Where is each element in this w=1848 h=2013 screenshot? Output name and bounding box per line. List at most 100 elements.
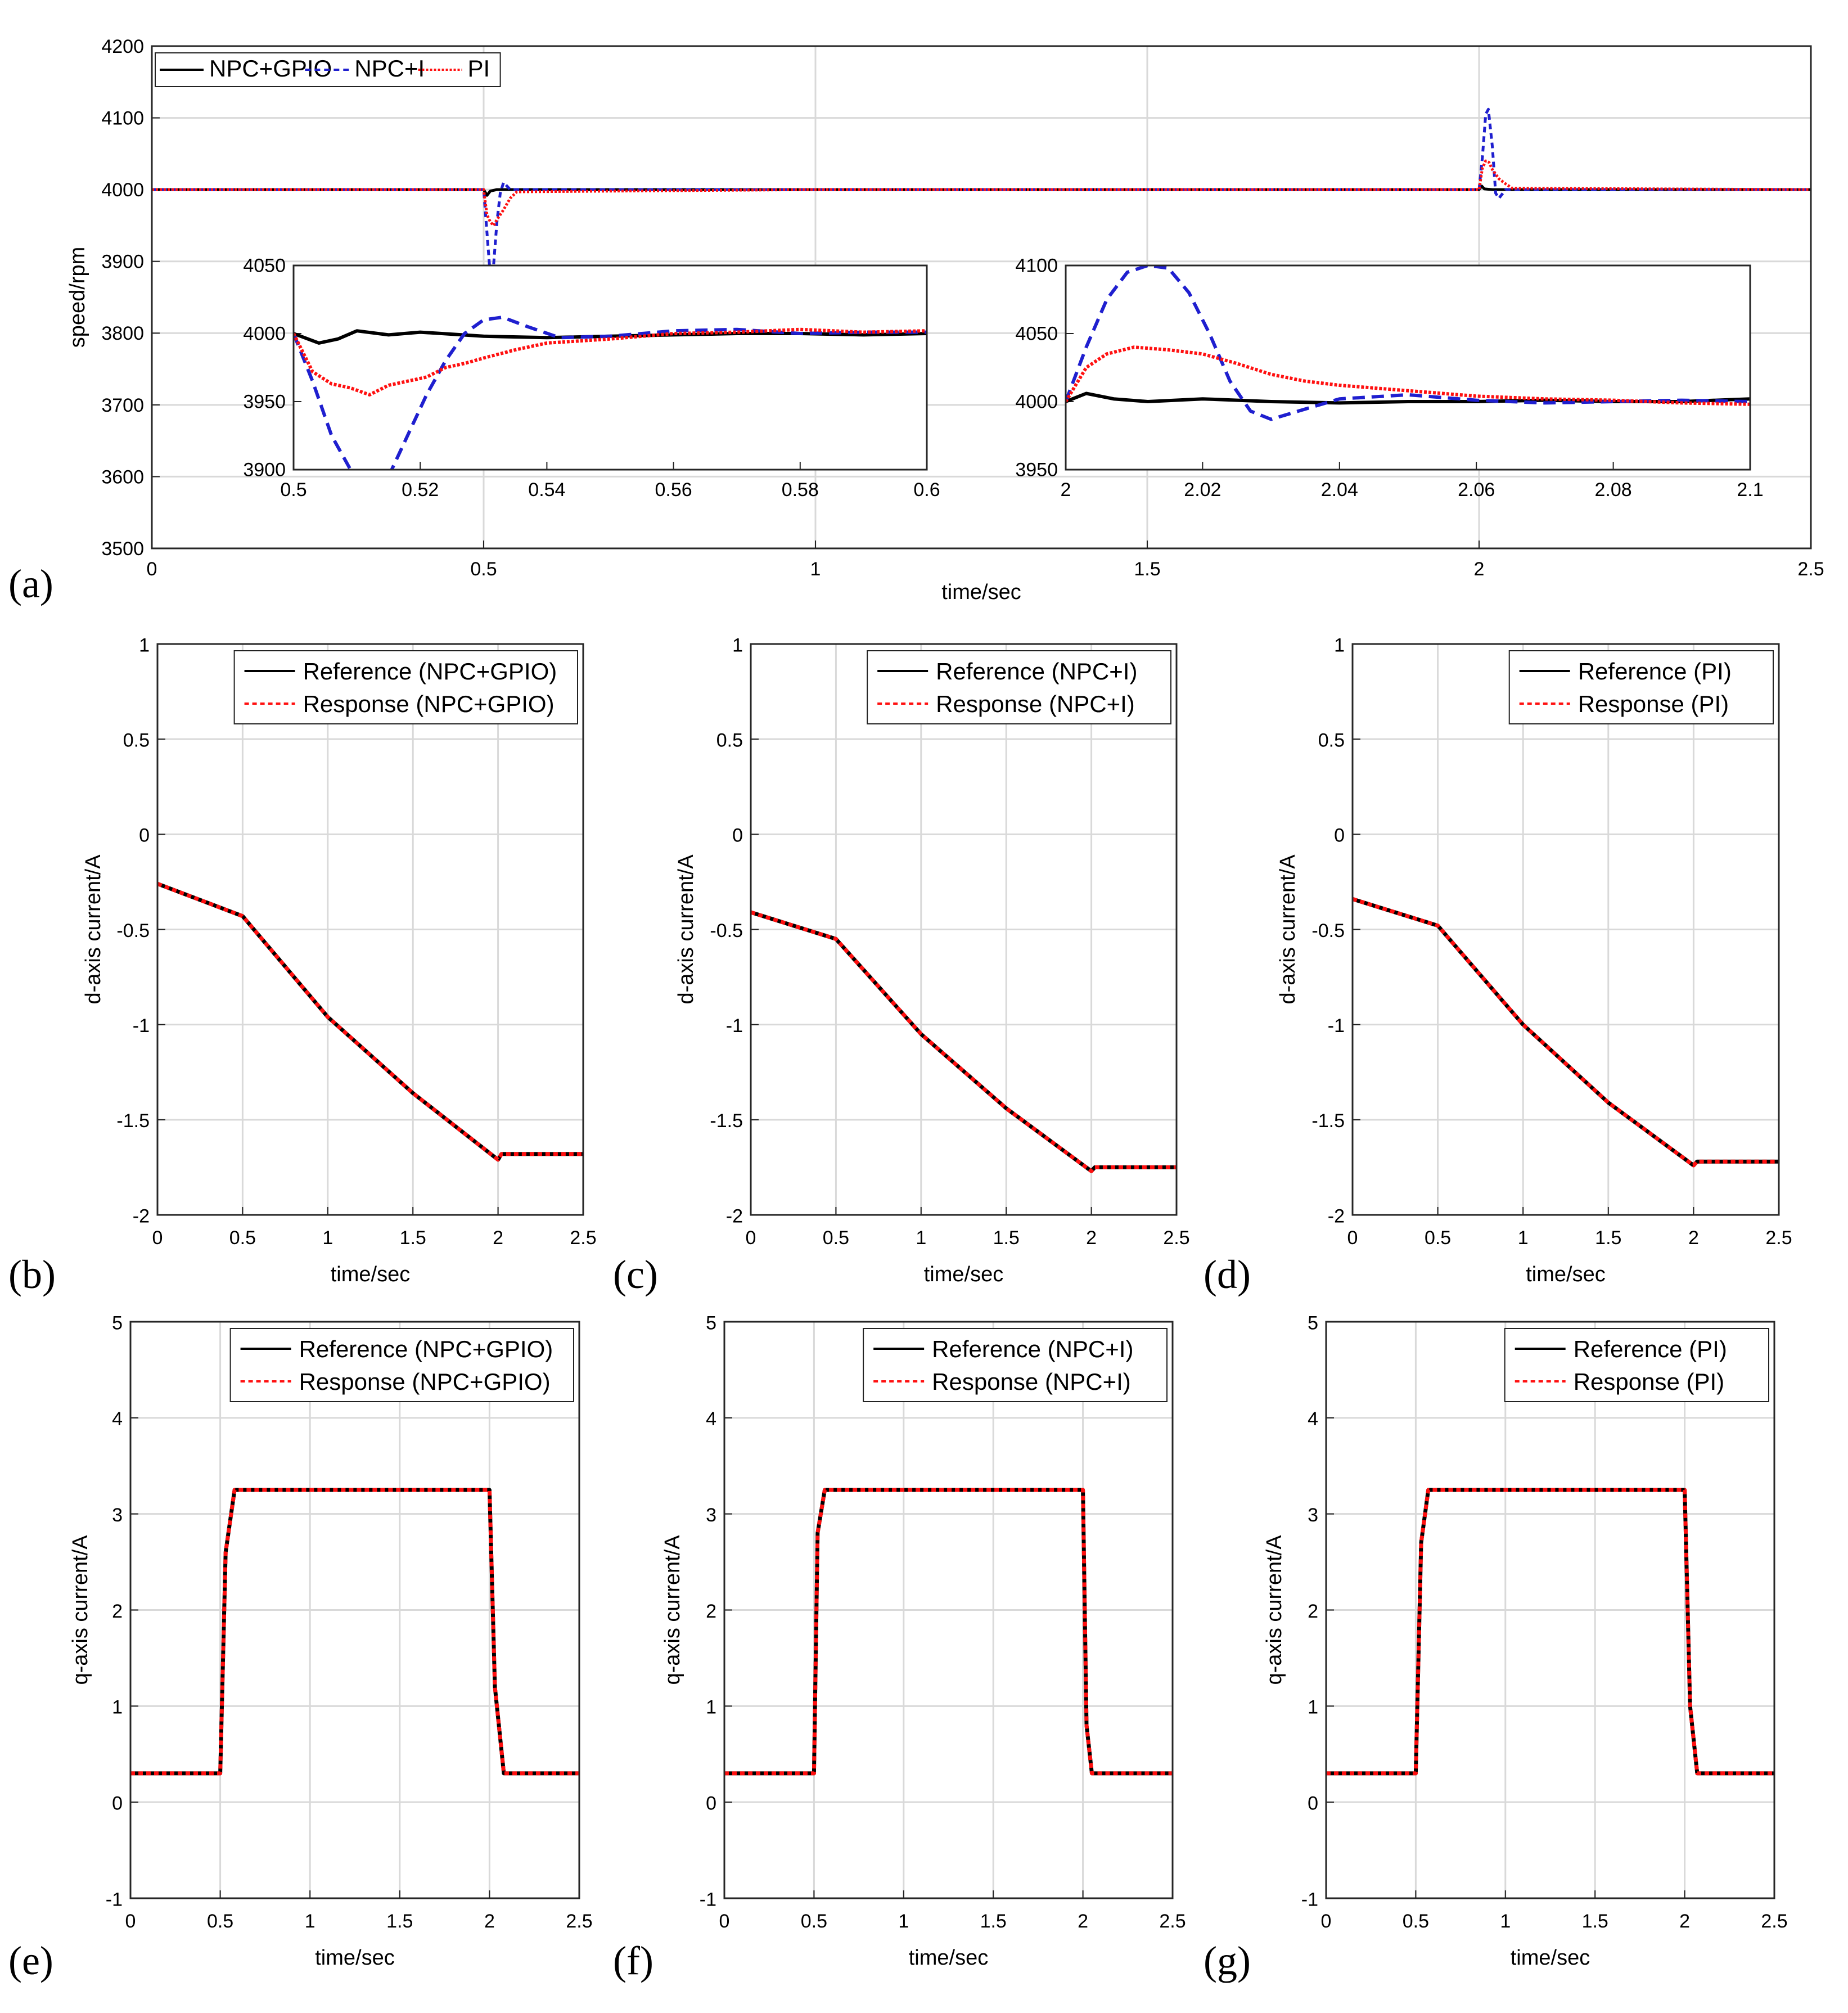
chart-e-xtick-label-2: 1	[305, 1911, 315, 1932]
chart-b-xtick-label-3: 1.5	[400, 1227, 426, 1249]
chart-c-panel-label: (c)	[613, 1252, 658, 1297]
chart-a-xtick-label-2: 1	[810, 559, 821, 580]
chart-a-ytick-label-6: 4100	[101, 107, 144, 129]
chart-a: 0 0.5 1 1.5 2 2.5 3500 3600 3700 3800 3900 4000 4100…	[8, 36, 1824, 606]
chart-d-legend-label-1: Response (PI)	[1578, 691, 1729, 717]
chart-a-inset-1-xtick-label-0: 2	[1061, 479, 1071, 501]
chart-c-legend: Reference (NPC+I) Response (NPC+I)	[867, 650, 1172, 724]
chart-f-legend: Reference (NPC+I) Response (NPC+I)	[863, 1328, 1168, 1402]
chart-a-inset-1-xtick-label-4: 2.08	[1595, 479, 1632, 501]
chart-a-inset-0-series-0-line	[294, 329, 927, 345]
chart-e-ytick-label-1: 0	[112, 1793, 123, 1814]
chart-g-xtick-label-4: 2	[1679, 1911, 1690, 1932]
chart-e-ytick-label-2: 1	[112, 1697, 123, 1718]
chart-a-panel-label: (a)	[8, 561, 53, 606]
chart-c-xtick-label-1: 0.5	[823, 1227, 849, 1249]
chart-e-xtick-label-4: 2	[484, 1911, 495, 1932]
chart-f-ytick-label-5: 4	[706, 1408, 716, 1430]
chart-a-series-2-line	[152, 159, 1811, 227]
chart-a-inset-0-xtick-label-0: 0.5	[280, 479, 307, 501]
chart-c-ylabel: d-axis current/A	[674, 854, 698, 1005]
chart-a-inset-1-xtick-label-1: 2.02	[1184, 479, 1221, 501]
chart-c-frame	[750, 643, 1178, 1216]
chart-e-ytick-label-5: 4	[112, 1408, 123, 1430]
chart-a-inset-0-frame	[292, 264, 928, 471]
chart-b-ytick-label-0: -2	[133, 1205, 150, 1227]
chart-d: 0 0.5 1 1.5 2 2.5 -2 -1.5 -1 -0.5 0 0.5 1 Reference (…	[1204, 634, 1792, 1297]
chart-d-xtick-label-5: 2.5	[1765, 1227, 1792, 1249]
chart-c-legend-label-0: Reference (NPC+I)	[936, 658, 1137, 684]
chart-b-ytick-label-5: 0.5	[123, 729, 150, 751]
chart-c-grid	[751, 644, 1177, 1215]
chart-g-frame	[1325, 1321, 1775, 1899]
chart-a-xtick-label-1: 0.5	[470, 559, 497, 580]
chart-b-ylabel: d-axis current/A	[82, 854, 105, 1005]
chart-d-ytick-label-1: -1.5	[1311, 1110, 1345, 1132]
chart-e-legend: Reference (NPC+GPIO) Response (NPC+GPIO)	[229, 1328, 575, 1402]
chart-f-xtick-label-5: 2.5	[1159, 1911, 1186, 1932]
chart-c-ytick-label-0: -2	[726, 1205, 743, 1227]
chart-e-series-1-line	[130, 1488, 579, 1776]
chart-e-legend-label-1: Response (NPC+GPIO)	[299, 1368, 551, 1395]
chart-a-ytick-label-7: 4200	[101, 36, 144, 57]
chart-f-legend-label-1: Response (NPC+I)	[932, 1368, 1131, 1395]
chart-b-legend-box	[233, 650, 579, 724]
chart-a-inset-1-plot-area	[1066, 265, 1750, 470]
chart-f-xtick-label-1: 0.5	[801, 1911, 827, 1932]
chart-f-xtick-label-0: 0	[719, 1911, 730, 1932]
chart-g-panel-label: (g)	[1204, 1938, 1251, 1983]
chart-d-ytick-label-0: -2	[1328, 1205, 1345, 1227]
chart-b-ytick-label-3: -0.5	[116, 920, 150, 942]
chart-e-xlabel: time/sec	[315, 1946, 394, 1970]
chart-a-ytick-label-5: 4000	[101, 179, 144, 201]
chart-g-xtick-label-1: 0.5	[1403, 1911, 1429, 1932]
chart-e-ytick-label-0: -1	[106, 1889, 123, 1910]
chart-b-xtick-label-4: 2	[493, 1227, 503, 1249]
chart-f-grid	[724, 1322, 1173, 1898]
chart-e-ytick-label-6: 5	[112, 1312, 123, 1334]
chart-d-ytick-label-2: -1	[1328, 1015, 1345, 1037]
chart-b-legend: Reference (NPC+GPIO) Response (NPC+GPIO)	[233, 650, 579, 724]
chart-a-inset-0-ytick-label-3: 4050	[243, 255, 286, 277]
chart-b-xtick-label-2: 1	[322, 1227, 333, 1249]
chart-a-legend-label-1: NPC+I	[354, 55, 425, 82]
chart-g-legend-label-0: Reference (PI)	[1574, 1336, 1727, 1362]
chart-b-legend-label-1: Response (NPC+GPIO)	[303, 691, 555, 717]
chart-g-legend-box	[1504, 1328, 1769, 1402]
chart-a-inset-0-ytick-label-0: 3900	[243, 460, 286, 481]
chart-b-ytick-label-6: 1	[139, 634, 150, 656]
chart-a-inset-1-ytick-label-1: 4000	[1015, 391, 1058, 413]
chart-g-ytick-label-3: 2	[1308, 1601, 1318, 1622]
chart-a-inset-1-ytick-label-0: 3950	[1015, 460, 1058, 481]
chart-a-xlabel: time/sec	[941, 580, 1021, 604]
chart-c-legend-box	[867, 650, 1172, 724]
chart-a-inset-0-ytick-label-2: 4000	[243, 323, 286, 345]
chart-g-ytick-label-2: 1	[1308, 1697, 1318, 1718]
chart-a-inset-1-xtick-label-5: 2.1	[1737, 479, 1763, 501]
chart-g-xlabel: time/sec	[1511, 1946, 1590, 1970]
chart-a-inset-1-frame	[1065, 264, 1751, 471]
chart-d-legend: Reference (PI) Response (PI)	[1508, 650, 1774, 724]
chart-a-ytick-label-4: 3900	[101, 251, 144, 273]
chart-a-xtick-label-3: 1.5	[1134, 559, 1160, 580]
chart-b-ytick-label-2: -1	[133, 1015, 150, 1037]
chart-a-legend: NPC+GPIO NPC+I PI	[155, 52, 501, 87]
chart-a-inset-1: 2 2.02 2.04 2.06 2.08 2.1 3950 4000 4050 4100	[1015, 255, 1763, 501]
chart-a-inset-0-xtick-label-3: 0.56	[655, 479, 692, 501]
chart-f-legend-label-0: Reference (NPC+I)	[932, 1336, 1133, 1362]
chart-a-inset-1-ytick-label-3: 4100	[1015, 255, 1058, 277]
chart-a-xtick-label-0: 0	[147, 559, 157, 580]
chart-a-inset-1-xtick-label-3: 2.06	[1458, 479, 1495, 501]
chart-g-ytick-label-4: 3	[1308, 1505, 1318, 1526]
chart-g-xtick-label-5: 2.5	[1761, 1911, 1787, 1932]
chart-f-xtick-label-3: 1.5	[980, 1911, 1007, 1932]
chart-a-xtick-label-4: 2	[1474, 559, 1485, 580]
chart-e-legend-box	[229, 1328, 575, 1402]
chart-a-xtick-label-5: 2.5	[1797, 559, 1824, 580]
chart-g-series-1-line	[1326, 1488, 1774, 1776]
chart-e-grid	[130, 1322, 579, 1898]
chart-g-ytick-label-1: 0	[1308, 1793, 1318, 1814]
chart-a-inset-0-plot-area	[294, 265, 927, 470]
